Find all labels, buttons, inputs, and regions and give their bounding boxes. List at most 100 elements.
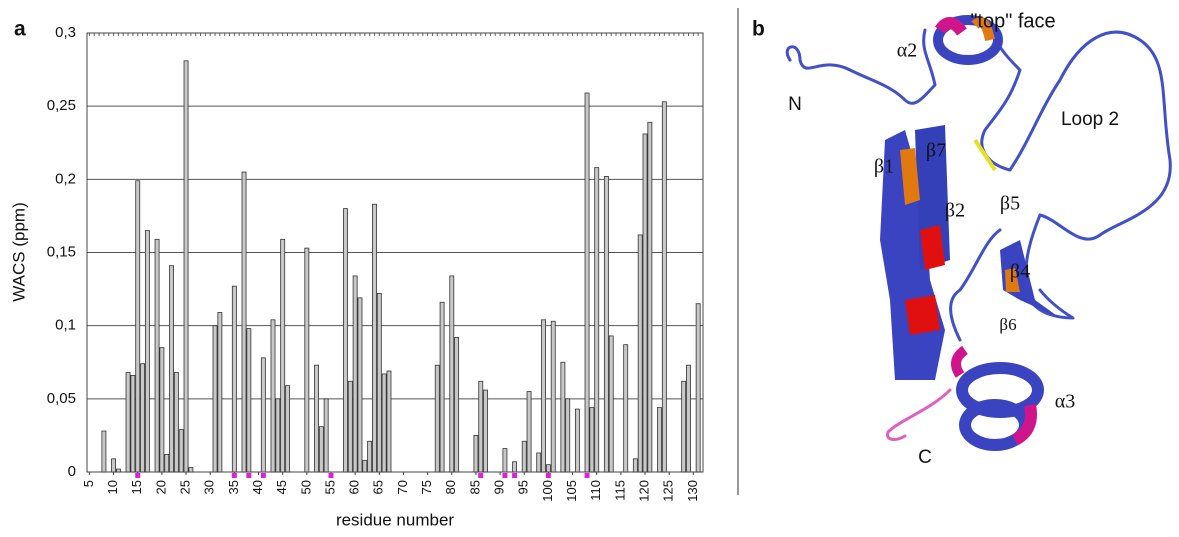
bar xyxy=(275,398,281,473)
y-tick-label: 0 xyxy=(68,463,76,480)
x-tick-label: 25 xyxy=(177,480,192,494)
bar xyxy=(159,347,165,473)
bar xyxy=(521,440,527,473)
bar xyxy=(478,380,484,473)
bar xyxy=(347,380,353,473)
bar xyxy=(657,407,662,473)
bar xyxy=(550,320,556,473)
x-tick-label: 50 xyxy=(298,480,313,494)
bar xyxy=(434,364,440,473)
panel-label: b xyxy=(752,18,765,41)
bar xyxy=(381,373,387,473)
structure-label: "top" face xyxy=(970,10,1055,32)
bar xyxy=(483,389,489,473)
bar xyxy=(449,275,455,473)
bar xyxy=(439,301,445,473)
bar xyxy=(111,458,117,473)
residue-marker xyxy=(512,473,518,478)
ribbon xyxy=(785,28,937,105)
structure-label: β7 xyxy=(926,140,946,162)
x-tick-label: 70 xyxy=(395,480,410,494)
bar xyxy=(647,121,653,473)
structure-label: C xyxy=(918,447,932,468)
bar xyxy=(661,101,667,473)
bar xyxy=(357,297,363,473)
sheet-highlight xyxy=(920,225,945,270)
bar xyxy=(241,171,247,473)
structure-label: N xyxy=(788,94,802,115)
bar xyxy=(362,459,368,473)
structure-label: α3 xyxy=(1055,391,1075,413)
x-tick-label: 120 xyxy=(636,480,651,502)
bar xyxy=(589,407,595,473)
bar xyxy=(695,303,701,473)
structure-label: β4 xyxy=(1010,261,1030,283)
ribbon xyxy=(885,388,952,441)
sheet-highlight xyxy=(900,148,920,205)
bar xyxy=(526,391,532,473)
sheet xyxy=(1000,240,1060,318)
disulfide xyxy=(973,138,997,172)
structure-label: β5 xyxy=(1000,193,1020,215)
x-tick-label: 60 xyxy=(347,480,362,494)
x-tick-label: 95 xyxy=(516,480,531,494)
bar xyxy=(173,372,179,473)
bar xyxy=(686,364,691,473)
residue-marker xyxy=(545,473,551,478)
bar xyxy=(473,435,479,473)
x-tick-label: 105 xyxy=(564,480,579,502)
bar xyxy=(367,440,373,473)
bar xyxy=(314,364,319,473)
bar xyxy=(280,238,286,473)
ribbon xyxy=(1024,213,1075,320)
helix xyxy=(933,15,1003,65)
x-tick-label: 30 xyxy=(202,480,217,494)
bar xyxy=(565,398,571,473)
bar xyxy=(352,275,358,473)
x-tick-label: 55 xyxy=(322,480,337,494)
x-tick-label: 5 xyxy=(81,480,96,487)
ribbon xyxy=(949,228,1002,342)
bar xyxy=(231,285,237,473)
bar xyxy=(246,328,252,473)
x-tick-label: 45 xyxy=(274,480,289,494)
x-tick-label: 130 xyxy=(685,480,700,502)
bar xyxy=(260,357,266,473)
bar xyxy=(169,265,174,473)
bar xyxy=(318,426,324,473)
bar xyxy=(130,375,136,473)
sheet-highlight xyxy=(905,295,940,335)
bar xyxy=(144,230,150,473)
x-tick-label: 35 xyxy=(226,480,241,494)
bar xyxy=(178,429,184,473)
bar xyxy=(541,319,546,473)
bar xyxy=(608,335,614,473)
y-tick-label: 0,15 xyxy=(47,243,76,260)
bar xyxy=(154,238,160,473)
x-tick-label: 80 xyxy=(443,480,458,494)
bar xyxy=(574,408,580,473)
bar xyxy=(502,448,508,473)
bar xyxy=(512,461,518,473)
bar xyxy=(270,319,276,473)
x-tick-label: 125 xyxy=(661,480,676,502)
x-tick-label: 100 xyxy=(540,480,555,502)
sheet-highlight xyxy=(1005,268,1020,292)
bar xyxy=(560,361,566,473)
bar xyxy=(183,60,189,473)
bar xyxy=(623,344,629,473)
y-tick-label: 0,1 xyxy=(55,317,76,334)
bar xyxy=(386,370,392,473)
ribbon xyxy=(980,28,1172,241)
bar xyxy=(681,380,687,473)
bar xyxy=(217,312,223,473)
helix xyxy=(956,362,1044,418)
bar xyxy=(164,454,170,473)
bar xyxy=(594,167,600,473)
helix-highlight xyxy=(951,345,969,378)
y-tick-label: 0,25 xyxy=(47,97,76,114)
structure-label: β1 xyxy=(874,156,894,178)
x-axis-title: residue number xyxy=(336,510,454,529)
residue-marker xyxy=(584,473,590,478)
